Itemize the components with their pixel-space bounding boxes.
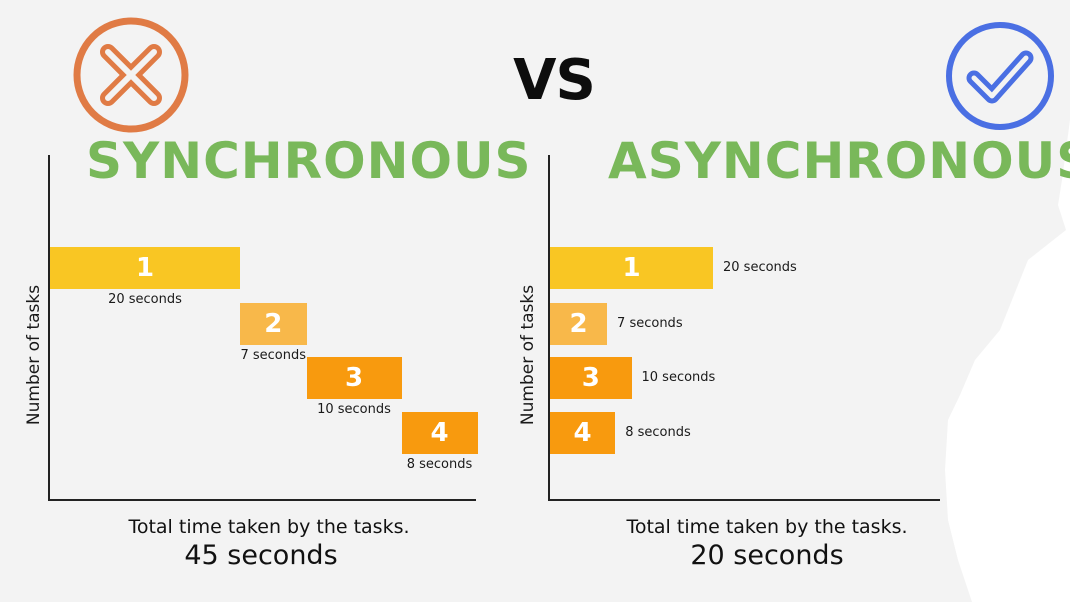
sync-task-duration-4: 8 seconds [406, 457, 473, 472]
sync-task-label-1: 1 [135, 253, 155, 283]
sync-x-axis [48, 499, 476, 501]
async-task-duration-2: 7 seconds [617, 316, 683, 331]
x-circle-icon [72, 16, 190, 138]
async-task-label-4: 4 [573, 418, 592, 448]
sync-task-duration-3: 10 seconds [317, 402, 391, 417]
sync-task-label-3: 3 [344, 363, 364, 393]
sync-task-label-2: 2 [264, 309, 283, 339]
sync-task-bar-4: 4 [401, 412, 478, 454]
async-total-time: 20 seconds [690, 540, 844, 571]
async-y-axis-label: Number of tasks [518, 284, 538, 426]
async-task-label-1: 1 [622, 253, 641, 283]
async-task-bar-1: 1 [550, 247, 713, 289]
async-title: ASYNCHRONOUS [608, 132, 1070, 190]
async-task-duration-1: 20 seconds [723, 260, 797, 275]
async-task-bar-4: 4 [550, 412, 616, 454]
sync-task-bar-2: 2 [240, 303, 307, 345]
async-task-label-3: 3 [581, 363, 600, 393]
async-task-duration-3: 10 seconds [641, 370, 716, 385]
async-task-bar-3: 3 [550, 357, 632, 399]
sync-title: SYNCHRONOUS [86, 132, 532, 190]
async-x-axis-label: Total time taken by the tasks. [626, 516, 908, 538]
sync-total-time: 45 seconds [184, 540, 338, 571]
sync-x-axis-label: Total time taken by the tasks. [128, 516, 410, 538]
sync-task-bar-3: 3 [306, 357, 402, 399]
vs-label: VS [513, 48, 596, 113]
sync-y-axis-label: Number of tasks [24, 284, 44, 426]
sync-y-axis [48, 155, 50, 501]
check-circle-icon [944, 20, 1056, 136]
sync-task-duration-1: 20 seconds [108, 292, 182, 307]
async-task-label-2: 2 [569, 309, 588, 339]
async-task-duration-4: 8 seconds [625, 425, 691, 440]
sync-task-label-4: 4 [430, 418, 449, 448]
async-task-bar-2: 2 [550, 303, 608, 345]
sync-task-duration-2: 7 seconds [240, 348, 307, 363]
async-y-axis [548, 155, 550, 501]
async-x-axis [548, 499, 940, 501]
sync-task-bar-1: 1 [50, 247, 240, 289]
